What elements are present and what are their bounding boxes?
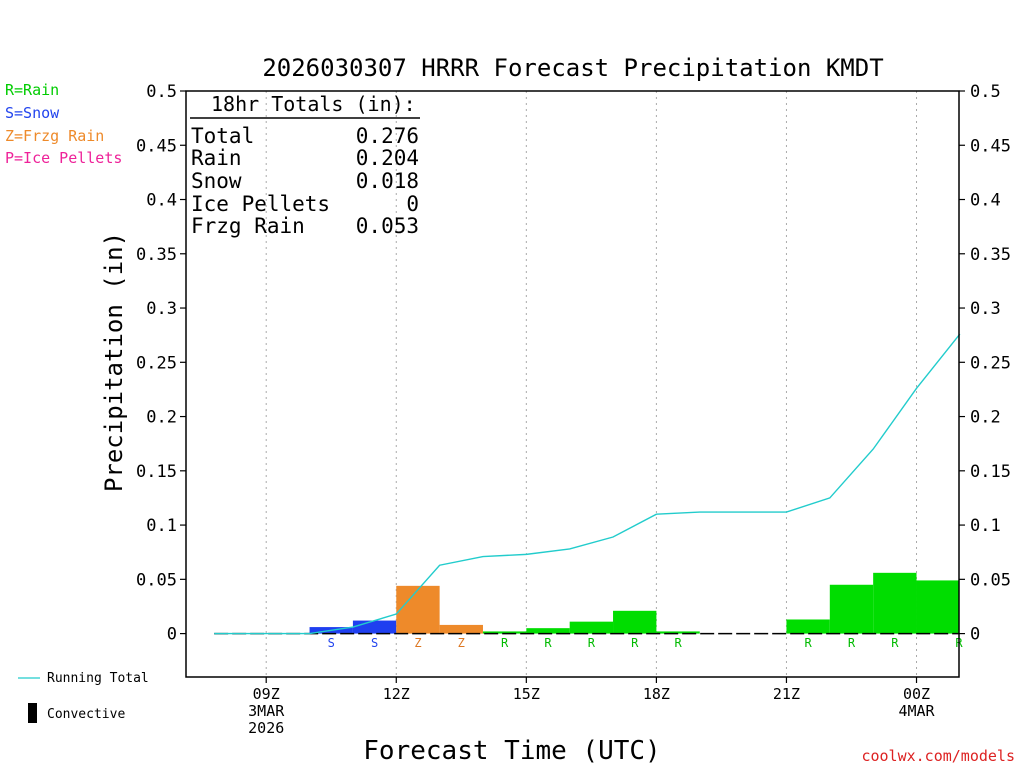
precip-bar <box>916 580 959 634</box>
x-tick-label: 21Z <box>773 685 800 703</box>
totals-label-frzg-rain: Frzg Rain <box>191 214 305 238</box>
convective-legend-swatch <box>28 703 37 723</box>
y-tick-label-left: 0.15 <box>136 462 177 482</box>
precip-type-label: Z <box>458 636 465 650</box>
precip-bar <box>569 621 614 634</box>
precip-type-label: R <box>805 636 813 650</box>
y-tick-label-left: 0.1 <box>146 516 177 536</box>
x-tick-label: 2026 <box>248 719 284 737</box>
totals-label-ice-pellets: Ice Pellets <box>191 192 330 216</box>
precip-type-label: R <box>674 636 682 650</box>
y-tick-label-right: 0.35 <box>970 245 1011 265</box>
credit-text: coolwx.com/models <box>861 747 1015 765</box>
precip-bar <box>526 628 570 634</box>
precip-bar <box>786 619 830 634</box>
x-tick-label: 12Z <box>383 685 410 703</box>
totals-value-ice-pellets: 0 <box>406 192 419 216</box>
legend-ice-pellets: P=Ice Pellets <box>5 149 122 167</box>
totals-value-rain: 0.204 <box>356 146 419 170</box>
totals-label-rain: Rain <box>191 146 242 170</box>
totals-value-total: 0.276 <box>356 124 419 148</box>
x-tick-label: 3MAR <box>248 702 285 720</box>
precip-bar <box>656 631 700 634</box>
y-tick-label-right: 0.15 <box>970 462 1011 482</box>
precip-type-label: R <box>501 636 509 650</box>
legend-rain: R=Rain <box>5 81 59 99</box>
precip-type-label: S <box>371 636 378 650</box>
y-axis-label: Precipitation (in) <box>100 232 128 492</box>
totals-box: 18hr Totals (in): Total 0.276 Rain 0.204… <box>190 92 420 238</box>
precip-bar <box>352 620 397 634</box>
running-total-legend-label: Running Total <box>47 671 149 686</box>
precip-bar <box>829 584 874 634</box>
y-tick-label-left: 0 <box>167 625 177 645</box>
totals-title: 18hr Totals (in): <box>211 92 416 116</box>
precip-bar <box>482 631 527 634</box>
precip-type-label: Z <box>414 636 421 650</box>
precip-type-label: S <box>328 636 335 650</box>
precip-bar <box>396 585 440 634</box>
bars-layer <box>309 572 959 634</box>
legend-frzg-rain: Z=Frzg Rain <box>5 127 104 145</box>
legend-snow: S=Snow <box>5 104 60 122</box>
y-tick-label-left: 0.25 <box>136 353 177 373</box>
axis-layer: 0 0 0.05 0.05 0.1 0.1 0.15 0.15 0.2 0.2 0.25 0.25 0.… <box>136 82 1011 737</box>
totals-label-snow: Snow <box>191 169 242 193</box>
y-tick-label-right: 0.5 <box>970 82 1001 102</box>
chart-title: 2026030307 HRRR Forecast Precipitation K… <box>262 54 883 82</box>
y-tick-label-left: 0.4 <box>146 191 177 211</box>
y-tick-label-left: 0.2 <box>146 408 177 428</box>
precip-type-label: R <box>588 636 596 650</box>
x-tick-label: 4MAR <box>898 702 935 720</box>
y-tick-label-right: 0.1 <box>970 516 1001 536</box>
y-tick-label-left: 0.05 <box>136 570 177 590</box>
precip-type-label: R <box>631 636 639 650</box>
totals-value-frzg-rain: 0.053 <box>356 214 419 238</box>
precip-type-label: R <box>891 636 899 650</box>
y-tick-label-right: 0.45 <box>970 136 1011 156</box>
grid-layer <box>265 91 918 677</box>
y-tick-label-left: 0.5 <box>146 82 177 102</box>
y-tick-label-right: 0.25 <box>970 353 1011 373</box>
totals-value-snow: 0.018 <box>356 169 419 193</box>
running-total-layer <box>214 333 961 635</box>
x-tick-label: 00Z <box>903 685 930 703</box>
y-tick-label-right: 0.3 <box>970 299 1001 319</box>
y-tick-label-left: 0.3 <box>146 299 177 319</box>
x-tick-label: 15Z <box>513 685 540 703</box>
y-tick-label-right: 0.4 <box>970 191 1001 211</box>
y-tick-label-right: 0.05 <box>970 570 1011 590</box>
x-tick-label: 18Z <box>643 685 670 703</box>
precip-bar <box>613 610 657 634</box>
x-tick-label: 09Z <box>253 685 280 703</box>
precip-bar <box>873 572 917 634</box>
precip-type-label: R <box>544 636 552 650</box>
precip-type-label: R <box>848 636 856 650</box>
x-axis-label: Forecast Time (UTC) <box>363 736 660 766</box>
plot-frame <box>185 90 960 678</box>
y-tick-label-right: 0 <box>970 625 980 645</box>
y-tick-label-right: 0.2 <box>970 408 1001 428</box>
precip-bar <box>439 624 483 634</box>
totals-label-total: Total <box>191 124 254 148</box>
running-total-line <box>214 333 961 635</box>
y-tick-label-left: 0.35 <box>136 245 177 265</box>
convective-legend-label: Convective <box>47 707 125 722</box>
y-tick-label-left: 0.45 <box>136 136 177 156</box>
